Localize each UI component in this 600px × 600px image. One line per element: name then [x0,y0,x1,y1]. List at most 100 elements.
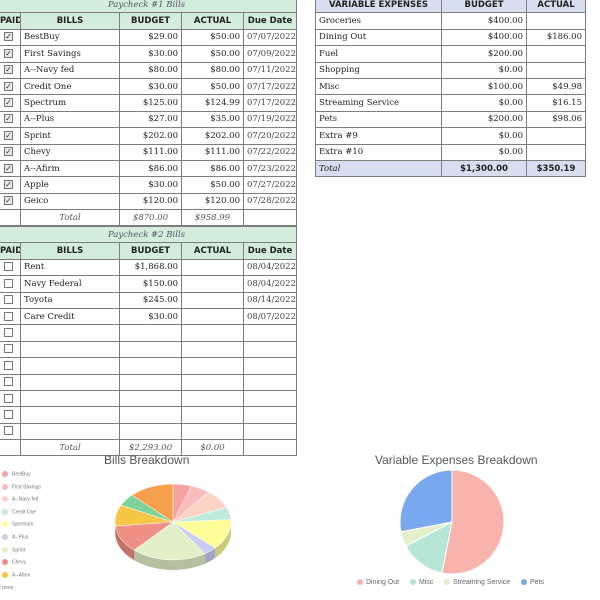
due-date-cell[interactable]: 07/09/2022 [242,45,298,63]
bill-name-cell[interactable]: BestBuy [20,28,120,47]
legend-item[interactable]: Spectrum [2,521,33,528]
due-date-cell[interactable] [242,357,298,375]
expense-name-cell[interactable]: Dining Out [315,28,442,47]
bill-name-cell[interactable]: First Savings [20,45,120,63]
due-date-cell[interactable]: 07/11/2022 [242,61,298,79]
budget-cell[interactable]: $30.00 [119,45,182,63]
bill-name-cell[interactable] [20,324,120,342]
actual-cell[interactable]: $86.00 [181,159,244,178]
unchecked-checkbox[interactable] [4,426,13,436]
unchecked-checkbox[interactable] [4,377,13,387]
budget-cell[interactable] [119,373,182,391]
legend-item[interactable]: Sprint [2,546,25,553]
due-date-cell[interactable]: 07/19/2022 [242,110,298,129]
checked-checkbox[interactable]: ✓ [4,98,13,108]
actual-cell[interactable] [181,324,244,342]
bill-name-cell[interactable] [20,357,120,375]
due-date-cell[interactable]: 07/28/2022 [242,192,298,211]
expense-budget-cell[interactable]: $400.00 [441,12,527,30]
budget-cell[interactable]: $27.00 [119,110,182,129]
bill-name-cell[interactable]: Apple [20,176,120,194]
budget-cell[interactable]: $202.00 [119,127,182,145]
legend-item[interactable]: First Savings [2,483,41,490]
actual-cell[interactable] [181,357,244,375]
bill-name-cell[interactable]: Sprint [20,127,120,145]
budget-cell[interactable] [119,389,182,408]
due-date-cell[interactable] [242,373,298,391]
expense-budget-cell[interactable]: $0.00 [441,94,527,112]
bill-name-cell[interactable]: Rent [20,258,120,277]
checked-checkbox[interactable]: ✓ [4,65,13,75]
due-date-cell[interactable]: 07/17/2022 [242,77,298,96]
expense-budget-cell[interactable]: $200.00 [441,110,527,129]
actual-cell[interactable] [181,258,244,277]
checked-checkbox[interactable]: ✓ [4,114,13,124]
actual-cell[interactable]: $50.00 [181,176,244,194]
budget-cell[interactable]: $120.00 [119,192,182,211]
due-date-cell[interactable]: 08/14/2022 [242,291,298,309]
actual-cell[interactable] [181,340,244,359]
due-date-cell[interactable] [242,389,298,408]
actual-cell[interactable]: $35.00 [181,110,244,129]
due-date-cell[interactable]: 08/07/2022 [242,307,298,326]
unchecked-checkbox[interactable] [4,409,13,419]
bill-name-cell[interactable] [20,340,120,359]
expense-name-cell[interactable]: Shopping [315,61,442,79]
expense-name-cell[interactable]: Groceries [315,12,442,30]
expense-budget-cell[interactable]: $0.00 [441,127,527,145]
bill-name-cell[interactable] [20,389,120,408]
legend-item[interactable]: A--Plus [2,534,28,540]
actual-cell[interactable] [181,291,244,309]
expense-name-cell[interactable]: Extra #10 [315,143,442,161]
due-date-cell[interactable] [242,406,298,424]
checked-checkbox[interactable]: ✓ [4,48,13,58]
expense-budget-cell[interactable]: $0.00 [441,61,527,79]
legend-item[interactable]: Misc [410,579,433,586]
bill-name-cell[interactable] [20,422,120,441]
actual-cell[interactable]: $80.00 [181,61,244,79]
checked-checkbox[interactable]: ✓ [4,163,13,173]
variable-pie-slice-pets[interactable] [399,469,453,533]
expense-name-cell[interactable]: Misc [315,77,442,96]
bill-name-cell[interactable]: Spectrum [20,94,120,112]
due-date-cell[interactable] [242,422,298,441]
bill-name-cell[interactable]: Navy Federal [20,275,120,293]
checked-checkbox[interactable]: ✓ [4,147,13,157]
due-date-cell[interactable]: 07/22/2022 [242,143,298,161]
unchecked-checkbox[interactable] [4,360,13,370]
legend-item[interactable]: Dining Out [357,579,399,586]
expense-actual-cell[interactable] [526,143,586,161]
due-date-cell[interactable]: 08/04/2022 [242,258,298,277]
budget-cell[interactable]: $30.00 [119,77,182,96]
actual-cell[interactable]: $120.00 [181,192,244,211]
budget-cell[interactable] [119,340,182,359]
bill-name-cell[interactable]: A--Navy fed [20,61,120,79]
due-date-cell[interactable]: 07/20/2022 [242,127,298,145]
actual-cell[interactable]: $50.00 [181,28,244,47]
expense-actual-cell[interactable] [526,127,586,145]
unchecked-checkbox[interactable] [4,278,13,288]
legend-item[interactable]: Streaming Service [444,579,510,586]
due-date-cell[interactable] [242,340,298,359]
bill-name-cell[interactable] [20,373,120,391]
actual-cell[interactable]: $202.00 [181,127,244,145]
budget-cell[interactable] [119,357,182,375]
bill-name-cell[interactable]: Geico [20,192,120,211]
actual-cell[interactable]: $50.00 [181,45,244,63]
expense-actual-cell[interactable]: $98.06 [526,110,586,129]
budget-cell[interactable]: $111.00 [119,143,182,161]
expense-actual-cell[interactable] [526,45,586,63]
bill-name-cell[interactable] [20,406,120,424]
expense-name-cell[interactable]: Fuel [315,45,442,63]
unchecked-checkbox[interactable] [4,295,13,305]
actual-cell[interactable] [181,373,244,391]
legend-item[interactable]: BestBuy [2,471,31,477]
actual-cell[interactable]: $50.00 [181,77,244,96]
expense-budget-cell[interactable]: $200.00 [441,45,527,63]
bill-name-cell[interactable]: A--Afirm [20,159,120,178]
actual-cell[interactable] [181,406,244,424]
legend-item[interactable]: Credit One [2,508,36,515]
due-date-cell[interactable]: 07/07/2022 [242,28,298,47]
expense-actual-cell[interactable]: $49.98 [526,77,586,96]
checked-checkbox[interactable]: ✓ [4,81,13,91]
